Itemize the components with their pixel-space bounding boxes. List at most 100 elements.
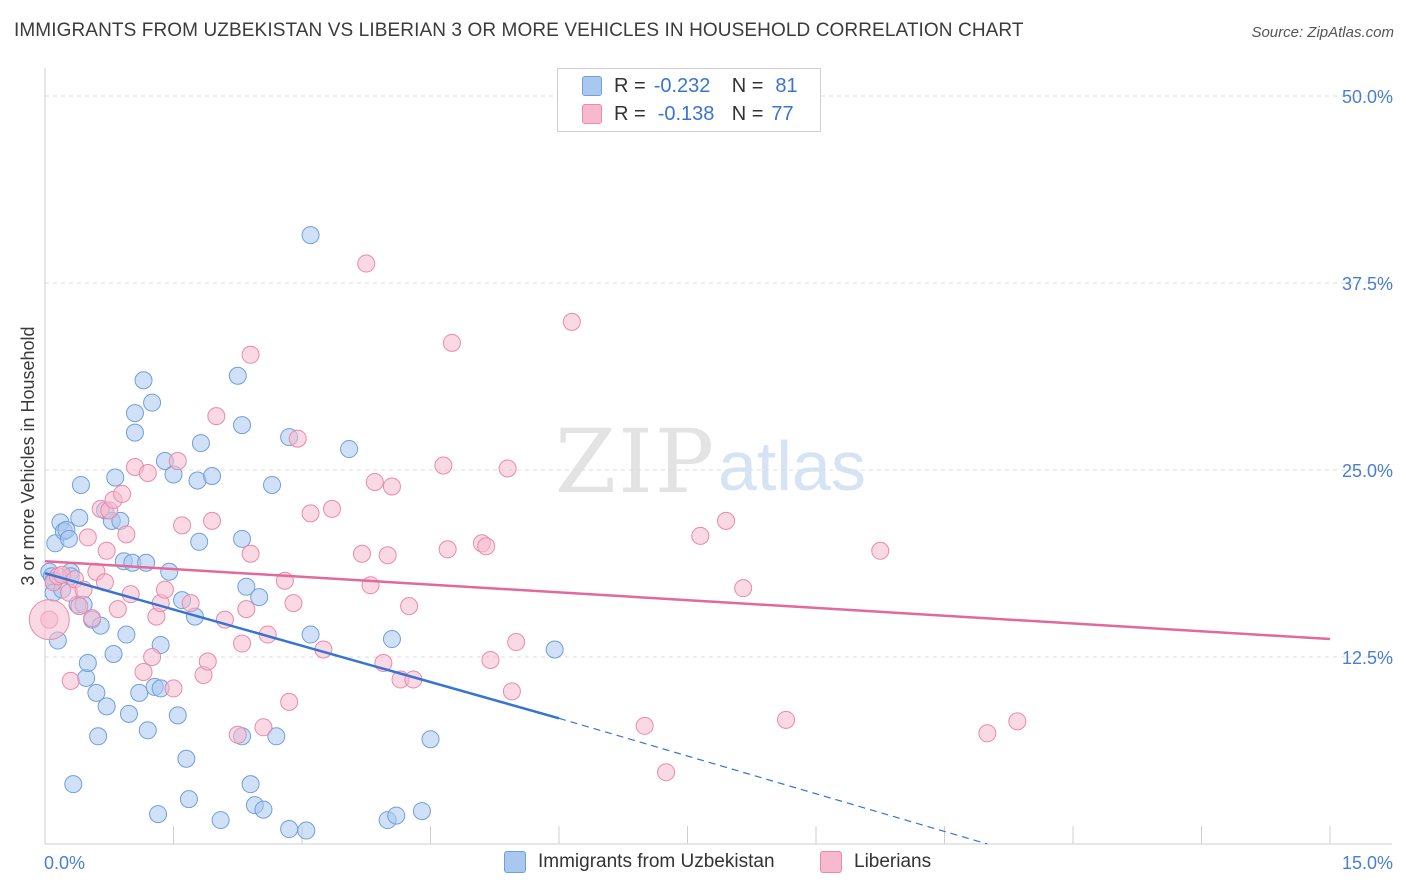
bottom-legend-uzbekistan: Immigrants from Uzbekistan bbox=[504, 851, 775, 873]
source-label: Source: ZipAtlas.com bbox=[1251, 24, 1394, 41]
data-point-liberians bbox=[382, 477, 401, 496]
data-point-liberians bbox=[691, 526, 710, 545]
data-point-liberians bbox=[717, 511, 736, 530]
data-point-liberians bbox=[378, 546, 397, 565]
legend-n-label: N = bbox=[731, 102, 764, 125]
data-point-uzbekistan bbox=[177, 749, 196, 768]
data-point-uzbekistan bbox=[263, 475, 282, 494]
data-point-uzbekistan bbox=[301, 226, 320, 245]
legend-r-label: R = bbox=[614, 74, 646, 97]
data-point-uzbekistan bbox=[340, 440, 359, 459]
legend-n-value: 77 bbox=[771, 102, 794, 125]
x-tick-label-min: 0.0% bbox=[44, 853, 85, 873]
data-point-uzbekistan bbox=[143, 393, 162, 412]
data-point-uzbekistan bbox=[254, 800, 273, 819]
data-point-uzbekistan bbox=[134, 371, 153, 390]
tick-labels: 12.5% 25.0% 37.5% 50.0% 0.0% 15.0% bbox=[44, 87, 1393, 873]
legend-row-liberians: R = -0.138 N = 77 bbox=[582, 102, 794, 126]
data-point-uzbekistan bbox=[104, 645, 123, 664]
data-point-liberians bbox=[502, 682, 521, 701]
data-point-liberians bbox=[365, 472, 384, 491]
series-uzbekistan-points bbox=[40, 226, 564, 840]
data-point-liberians bbox=[78, 528, 97, 547]
data-point-uzbekistan bbox=[301, 625, 320, 644]
legend-r-label: R = bbox=[614, 102, 646, 125]
series-liberians-points bbox=[28, 254, 1027, 782]
data-point-uzbekistan bbox=[297, 821, 316, 840]
data-point-liberians bbox=[284, 594, 303, 613]
data-point-uzbekistan bbox=[421, 730, 440, 749]
data-point-uzbekistan bbox=[382, 630, 401, 649]
data-point-liberians bbox=[871, 541, 890, 560]
data-point-uzbekistan bbox=[228, 366, 247, 385]
legend-r-value: -0.138 bbox=[657, 102, 715, 125]
data-point-liberians bbox=[280, 692, 299, 711]
data-point-liberians bbox=[734, 579, 753, 598]
data-point-liberians bbox=[241, 544, 260, 563]
data-point-uzbekistan bbox=[237, 577, 256, 596]
data-point-liberians bbox=[1008, 712, 1027, 731]
data-point-liberians bbox=[777, 710, 796, 729]
watermark-atlas: atlas bbox=[718, 427, 866, 505]
data-point-liberians bbox=[657, 763, 676, 782]
data-point-uzbekistan bbox=[191, 434, 210, 453]
data-point-liberians bbox=[207, 407, 226, 426]
axes bbox=[44, 68, 1392, 845]
data-point-liberians bbox=[978, 724, 997, 743]
data-point-liberians bbox=[233, 634, 252, 653]
bottom-legend-swatch-pink bbox=[820, 851, 842, 873]
data-point-uzbekistan bbox=[241, 775, 260, 794]
data-point-liberians bbox=[83, 609, 102, 628]
data-point-liberians bbox=[155, 580, 174, 599]
data-point-liberians bbox=[173, 516, 192, 535]
data-point-liberians bbox=[442, 333, 461, 352]
data-point-liberians bbox=[562, 312, 581, 331]
data-point-uzbekistan bbox=[117, 625, 136, 644]
data-point-uzbekistan bbox=[211, 811, 230, 830]
y-tick-label: 12.5% bbox=[1342, 648, 1393, 668]
data-point-liberians bbox=[61, 671, 80, 690]
data-point-uzbekistan bbox=[119, 704, 138, 723]
data-point-liberians bbox=[97, 541, 116, 560]
data-point-liberians bbox=[203, 511, 222, 530]
data-point-uzbekistan bbox=[250, 588, 269, 607]
bottom-legend-label-liberians: Liberians bbox=[854, 851, 932, 872]
x-tick-label-max: 15.0% bbox=[1342, 853, 1393, 873]
legend-n-value: 81 bbox=[775, 74, 798, 97]
data-point-liberians bbox=[237, 600, 256, 619]
data-point-uzbekistan bbox=[412, 802, 431, 821]
data-point-uzbekistan bbox=[190, 532, 209, 551]
y-axis-label: 3 or more Vehicles in Household bbox=[18, 326, 38, 585]
data-point-liberians bbox=[228, 725, 247, 744]
data-point-uzbekistan bbox=[267, 727, 286, 746]
data-point-uzbekistan bbox=[125, 404, 144, 423]
data-point-liberians bbox=[438, 540, 457, 559]
data-point-liberians bbox=[361, 576, 380, 595]
data-point-uzbekistan bbox=[97, 697, 116, 716]
data-point-uzbekistan bbox=[87, 683, 106, 702]
data-point-liberians bbox=[352, 544, 371, 563]
data-point-uzbekistan bbox=[160, 562, 179, 581]
data-point-uzbekistan bbox=[59, 529, 78, 548]
data-point-liberians bbox=[635, 716, 654, 735]
data-point-uzbekistan bbox=[233, 416, 252, 435]
data-point-liberians-large bbox=[28, 599, 70, 641]
legend-n-label: N = bbox=[731, 74, 764, 97]
data-point-uzbekistan bbox=[179, 790, 198, 809]
data-point-uzbekistan bbox=[78, 653, 97, 672]
bottom-legend-label-uzbekistan: Immigrants from Uzbekistan bbox=[538, 851, 775, 872]
data-point-liberians bbox=[134, 662, 153, 681]
data-point-liberians bbox=[70, 597, 89, 616]
gridlines bbox=[45, 95, 1392, 658]
legend-swatch-pink bbox=[582, 104, 602, 124]
data-point-uzbekistan bbox=[106, 468, 125, 487]
stats-legend: R = -0.232 N = 81 R = -0.138 N = 77 bbox=[557, 68, 821, 132]
data-point-uzbekistan bbox=[233, 529, 252, 548]
data-point-uzbekistan bbox=[203, 466, 222, 485]
data-point-liberians bbox=[108, 600, 127, 619]
data-point-liberians bbox=[198, 652, 217, 671]
trend-line-liberians bbox=[44, 560, 1331, 641]
data-point-liberians bbox=[138, 463, 157, 482]
trend-line-uzbekistan bbox=[44, 572, 560, 720]
legend-swatch-blue bbox=[582, 76, 602, 96]
